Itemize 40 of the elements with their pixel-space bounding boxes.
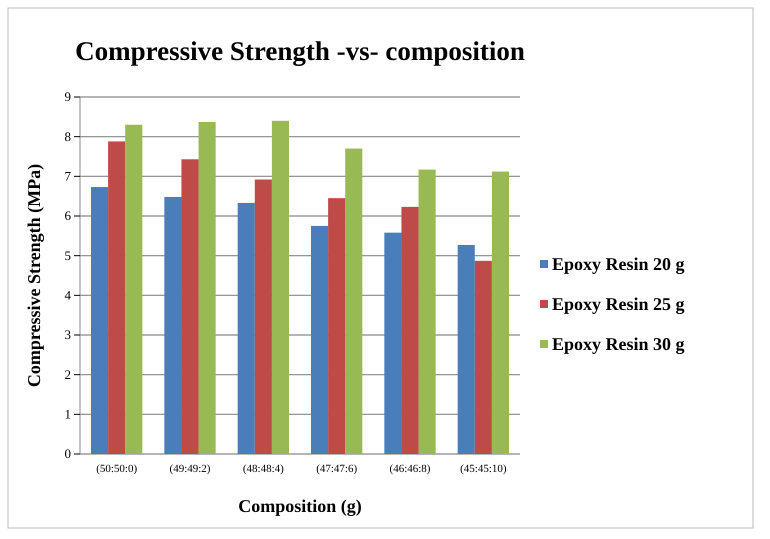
x-tick-label: (48:48:4) bbox=[242, 462, 284, 475]
x-axis-title: Composition (g) bbox=[238, 496, 362, 516]
bar bbox=[181, 159, 199, 454]
y-tick-label: 2 bbox=[64, 366, 71, 382]
bar bbox=[384, 232, 402, 454]
bar bbox=[311, 226, 328, 454]
bar bbox=[91, 187, 108, 454]
legend-label: Epoxy Resin 25 g bbox=[552, 294, 685, 314]
y-tick-label: 9 bbox=[64, 89, 71, 104]
bar bbox=[458, 244, 475, 454]
y-tick-label: 4 bbox=[64, 287, 72, 302]
x-tick-label: (46:46:8) bbox=[390, 462, 431, 475]
legend-label: Epoxy Resin 30 g bbox=[552, 334, 685, 354]
x-tick-label: (47:47:6) bbox=[316, 462, 358, 475]
bar bbox=[125, 124, 142, 454]
y-tick-label: 0 bbox=[64, 446, 71, 462]
bar bbox=[474, 260, 492, 454]
x-tick-label: (49:49:2) bbox=[170, 462, 211, 475]
bar bbox=[198, 122, 216, 454]
bar bbox=[328, 198, 346, 454]
bar bbox=[272, 120, 289, 454]
y-tick-label: 8 bbox=[64, 128, 71, 144]
bar bbox=[164, 196, 182, 454]
bar bbox=[254, 180, 272, 454]
bar bbox=[345, 148, 362, 454]
x-tick-label: (50:50:0) bbox=[96, 462, 138, 475]
chart-title: Compressive Strength -vs- composition bbox=[75, 36, 525, 66]
bar bbox=[492, 172, 509, 454]
bar bbox=[238, 202, 255, 454]
bar bbox=[418, 170, 436, 454]
bar bbox=[108, 141, 126, 454]
y-tick-label: 1 bbox=[64, 406, 71, 422]
bar bbox=[401, 206, 419, 454]
y-tick-label: 5 bbox=[64, 248, 71, 263]
legend-label: Epoxy Resin 20 g bbox=[552, 254, 685, 274]
y-tick-label: 6 bbox=[64, 208, 72, 224]
y-tick-label: 3 bbox=[64, 327, 71, 342]
x-tick-label: (45:45:10) bbox=[460, 462, 507, 475]
y-axis-title: Compressive Strength (MPa) bbox=[24, 164, 44, 388]
y-tick-label: 7 bbox=[64, 168, 72, 184]
